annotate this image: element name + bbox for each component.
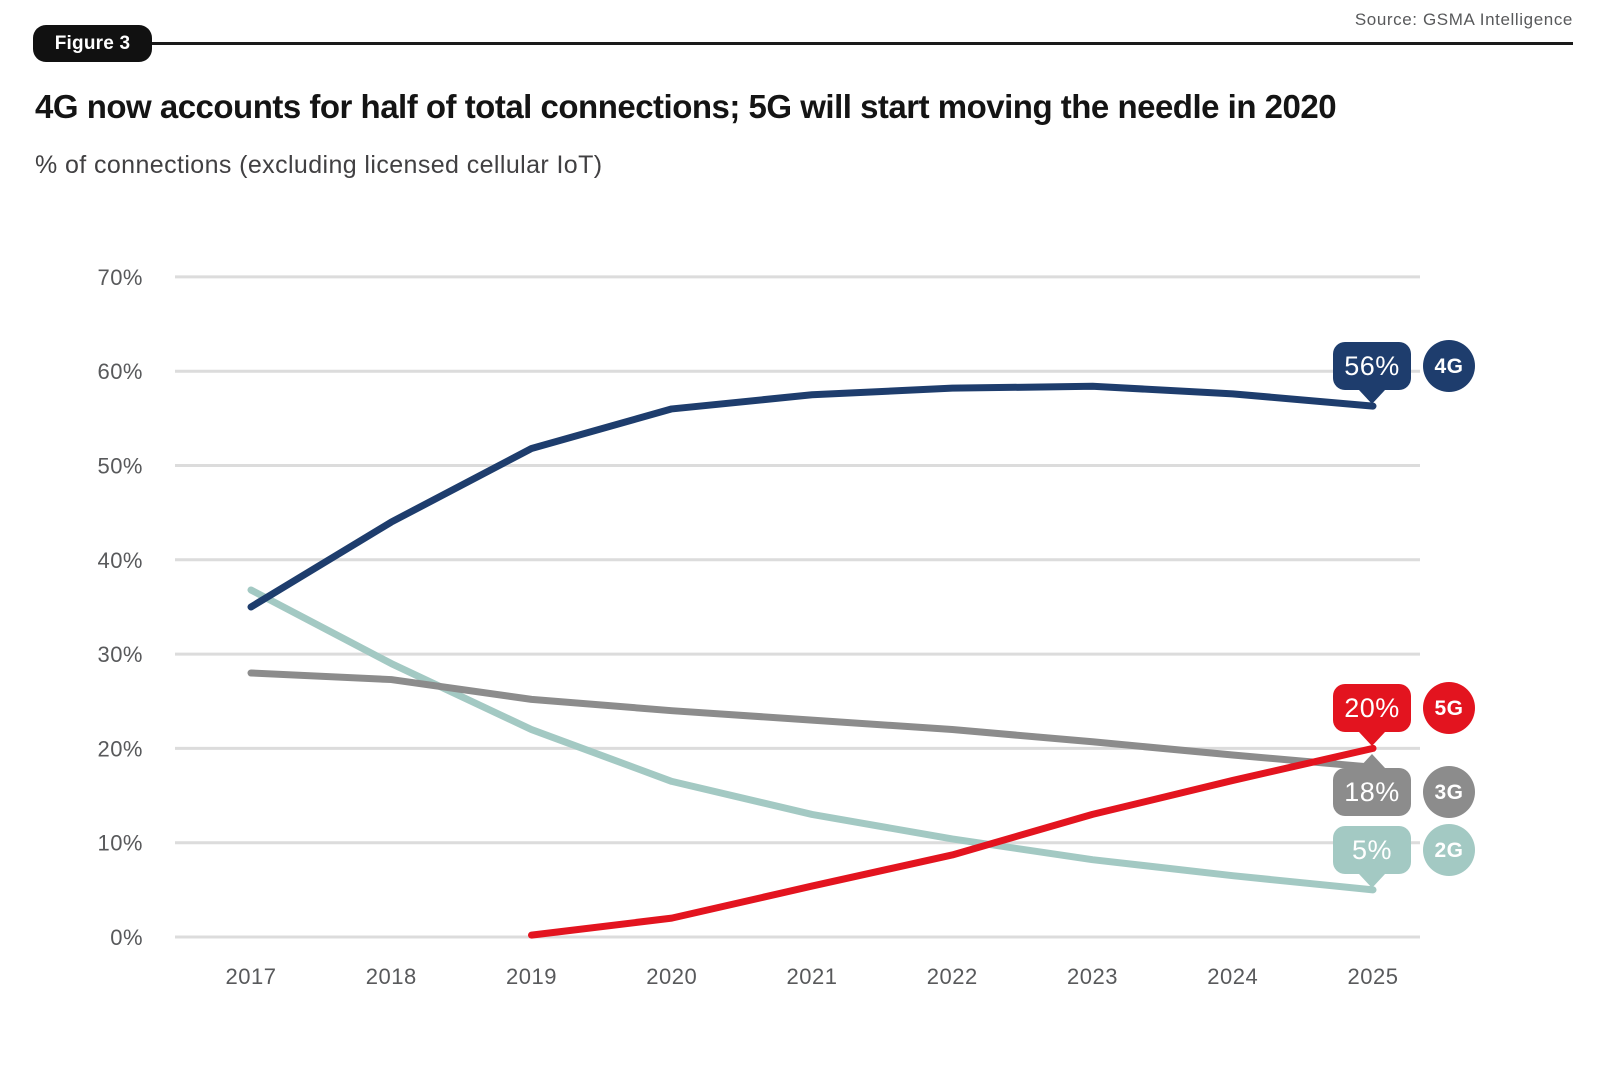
x-tick-label: 2017 — [226, 964, 277, 989]
value-bubble-label-5g: 20% — [1344, 693, 1400, 723]
value-bubble-pointer-5g — [1359, 732, 1385, 746]
y-tick-label: 30% — [97, 642, 143, 667]
series-badge-label-2g: 2G — [1434, 839, 1463, 862]
value-bubble-4g — [1333, 342, 1411, 390]
x-tick-label: 2025 — [1348, 964, 1399, 989]
y-tick-label: 50% — [97, 454, 143, 479]
y-tick-label: 60% — [97, 359, 143, 384]
series-line-3g — [247, 669, 1377, 771]
y-tick-label: 40% — [97, 548, 143, 573]
series-badge-4g — [1423, 340, 1475, 392]
value-bubble-label-3g: 18% — [1344, 777, 1400, 807]
x-tick-label: 2020 — [646, 964, 697, 989]
value-bubble-3g — [1333, 768, 1411, 816]
value-bubble-label-4g: 56% — [1344, 351, 1400, 381]
value-bubble-5g — [1333, 684, 1411, 732]
series-badge-label-4g: 4G — [1434, 355, 1463, 378]
chart-title: 4G now accounts for half of total connec… — [35, 88, 1337, 125]
y-tick-label: 70% — [97, 265, 143, 290]
y-tick-label: 0% — [110, 925, 143, 950]
value-bubble-label-2g: 5% — [1352, 835, 1392, 865]
value-bubble-pointer-3g — [1359, 754, 1385, 768]
x-tick-label: 2018 — [366, 964, 417, 989]
header-rule — [140, 42, 1573, 45]
y-tick-label: 10% — [97, 831, 143, 856]
series-line-2g — [247, 586, 1377, 894]
chart-subtitle: % of connections (excluding licensed cel… — [35, 151, 603, 179]
series-badge-label-3g: 3G — [1434, 781, 1463, 804]
source-credit: Source: GSMA Intelligence — [1354, 10, 1573, 29]
x-tick-label: 2022 — [927, 964, 978, 989]
series-badge-2g — [1423, 824, 1475, 876]
value-bubble-2g — [1333, 826, 1411, 874]
value-bubble-pointer-4g — [1359, 390, 1385, 404]
figure-number-badge: Figure 3 — [33, 25, 152, 62]
x-tick-label: 2021 — [787, 964, 838, 989]
series-line-4g — [247, 382, 1377, 611]
series-badge-label-5g: 5G — [1434, 697, 1463, 720]
figure-number-label: Figure 3 — [54, 32, 131, 54]
x-tick-label: 2023 — [1067, 964, 1118, 989]
y-tick-label: 20% — [97, 736, 143, 761]
x-tick-label: 2019 — [506, 964, 557, 989]
series-badge-5g — [1423, 682, 1475, 734]
series-line-5g — [528, 744, 1377, 939]
series-badge-3g — [1423, 766, 1475, 818]
x-tick-label: 2024 — [1207, 964, 1258, 989]
value-bubble-pointer-2g — [1359, 874, 1385, 888]
